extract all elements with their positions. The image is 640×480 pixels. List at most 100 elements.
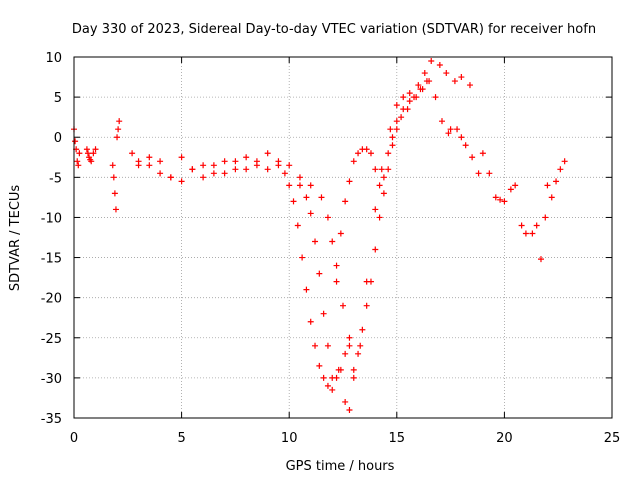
data-point (264, 166, 271, 173)
series-0 (71, 126, 83, 169)
data-point (72, 138, 79, 145)
data-point (109, 162, 116, 169)
data-point (333, 278, 340, 285)
data-point (475, 170, 482, 177)
data-point (406, 90, 413, 97)
data-point (281, 170, 288, 177)
data-point (522, 230, 529, 237)
data-point (372, 246, 379, 253)
data-point (387, 126, 394, 133)
data-point (84, 150, 91, 157)
data-point (307, 210, 314, 217)
data-point (389, 142, 396, 149)
x-axis-label: GPS time / hours (286, 459, 395, 474)
data-point (312, 342, 319, 349)
data-point (400, 94, 407, 101)
data-point (421, 70, 428, 77)
series-7 (447, 126, 493, 177)
y-tick-label: -10 (41, 211, 62, 226)
data-point (342, 398, 349, 405)
data-point (146, 162, 153, 169)
data-point (135, 162, 142, 169)
data-point (350, 366, 357, 373)
axis-ticks: 0 5 10 15 20 25 10 5 0 -5 -10 -15 -20 -25 -30 -35 (41, 51, 621, 446)
data-point (462, 142, 469, 149)
data-point (378, 166, 385, 173)
data-point (507, 186, 514, 193)
data-point (518, 222, 525, 229)
y-tick-label: 10 (45, 51, 62, 66)
data-point (458, 134, 465, 141)
data-point (443, 70, 450, 77)
x-tick-label: 0 (70, 431, 78, 446)
data-point (294, 222, 301, 229)
data-point (210, 170, 217, 177)
data-point (372, 166, 379, 173)
data-point (115, 126, 122, 133)
y-tick-label: -15 (41, 252, 62, 267)
data-point (307, 318, 314, 325)
data-point (275, 162, 282, 169)
data-point (393, 102, 400, 109)
y-tick-label: -35 (41, 412, 62, 427)
data-point (501, 198, 508, 205)
data-point (329, 374, 336, 381)
data-point (335, 366, 342, 373)
data-point (200, 162, 207, 169)
data-point (389, 134, 396, 141)
data-point (346, 342, 353, 349)
data-point (466, 82, 473, 89)
data-point (346, 178, 353, 185)
data-point (232, 166, 239, 173)
data-point (316, 270, 323, 277)
data-point (157, 158, 164, 165)
series-8 (492, 182, 529, 237)
data-point (264, 150, 271, 157)
data-point (200, 174, 207, 181)
data-point (479, 150, 486, 157)
y-tick-label: -5 (49, 171, 62, 186)
data-point (243, 166, 250, 173)
data-point (380, 190, 387, 197)
data-point (337, 230, 344, 237)
y-tick-label: -25 (41, 332, 62, 347)
data-point (533, 222, 540, 229)
data-points (71, 58, 568, 413)
data-point (451, 78, 458, 85)
data-point (232, 158, 239, 165)
data-point (90, 150, 97, 157)
data-point (286, 182, 293, 189)
data-point (157, 170, 164, 177)
data-point (415, 82, 422, 89)
data-point (243, 154, 250, 161)
data-point (316, 362, 323, 369)
data-point (324, 214, 331, 221)
data-point (359, 326, 366, 333)
data-point (363, 146, 370, 153)
data-point (333, 262, 340, 269)
data-point (88, 158, 95, 165)
data-point (116, 118, 123, 125)
data-point (303, 194, 310, 201)
data-point (376, 182, 383, 189)
x-tick-label: 20 (496, 431, 513, 446)
data-point (296, 182, 303, 189)
data-point (350, 158, 357, 165)
series-9 (529, 158, 568, 263)
data-point (178, 154, 185, 161)
data-point (253, 158, 260, 165)
data-point (537, 256, 544, 263)
data-point (75, 162, 82, 169)
series-5 (296, 78, 430, 381)
data-point (557, 166, 564, 173)
data-point (129, 150, 136, 157)
data-point (111, 190, 118, 197)
data-point (324, 342, 331, 349)
data-point (372, 206, 379, 213)
data-point (167, 174, 174, 181)
data-point (447, 126, 454, 133)
plot-border (73, 56, 613, 419)
data-point (221, 158, 228, 165)
data-point (438, 118, 445, 125)
